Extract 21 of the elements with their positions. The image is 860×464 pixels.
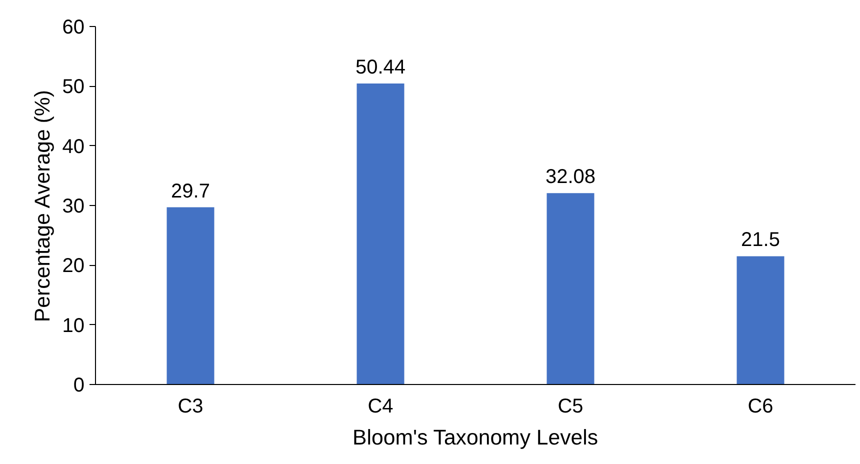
x-tick-label: C6 <box>748 396 774 418</box>
bar <box>736 256 784 384</box>
x-tick-label: C3 <box>178 396 204 418</box>
x-tick-label: C5 <box>558 396 584 418</box>
data-label: 50.44 <box>355 56 406 79</box>
x-tick-label: C4 <box>368 396 394 418</box>
bar <box>166 207 214 384</box>
y-tick-label: 10 <box>62 314 85 337</box>
y-tick-label: 40 <box>62 136 85 158</box>
y-tick-label: 20 <box>62 255 85 278</box>
y-tick-label: 30 <box>62 196 85 218</box>
bar <box>546 193 594 384</box>
y-tick-label: 50 <box>62 76 85 98</box>
y-axis-title: Percentage Average (%) <box>30 90 54 322</box>
data-label: 32.08 <box>545 166 596 188</box>
y-tick-label: 60 <box>62 16 85 38</box>
bar <box>356 84 404 384</box>
y-tick-label: 0 <box>73 374 84 396</box>
data-label: 21.5 <box>741 229 780 252</box>
data-label: 29.7 <box>171 180 210 202</box>
x-axis-title: Bloom's Taxonomy Levels <box>352 426 598 450</box>
